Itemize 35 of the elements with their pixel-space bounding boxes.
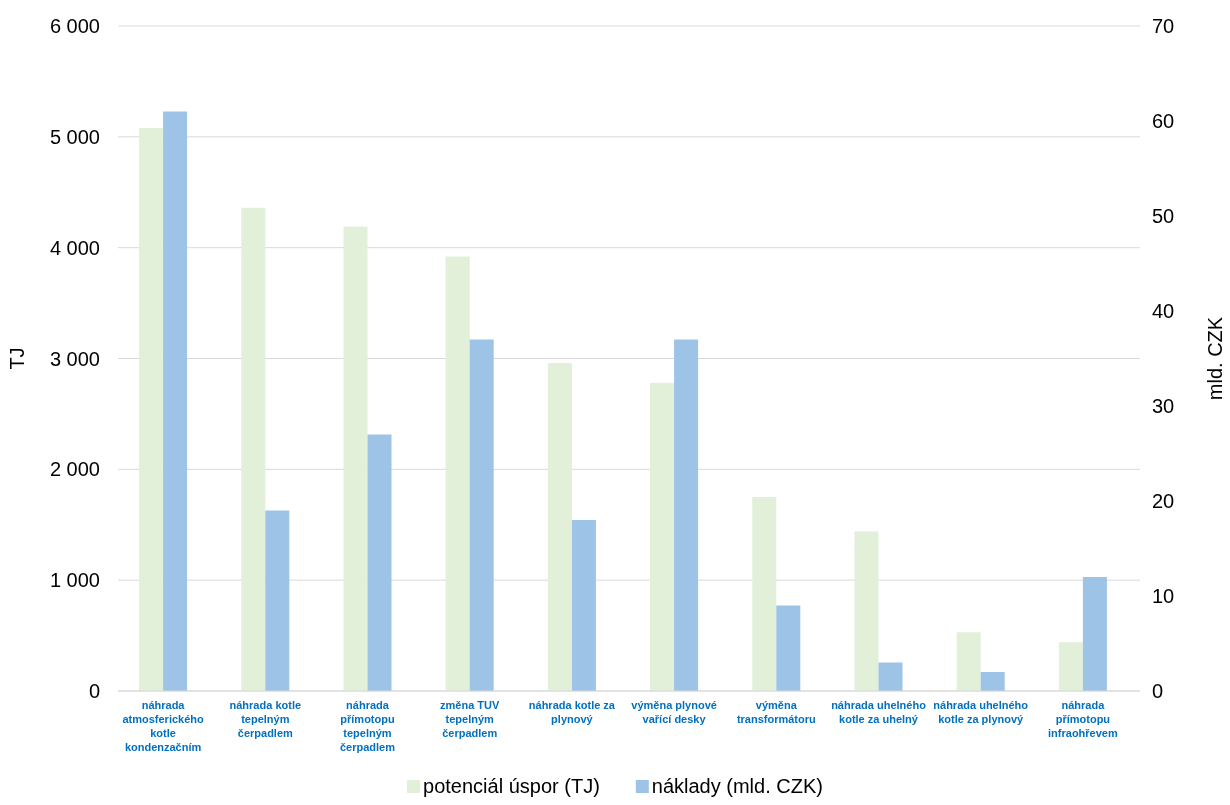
y2-tick-label: 10 — [1152, 585, 1175, 607]
y-tick-label: 5 000 — [49, 125, 100, 148]
y-tick-label: 2 000 — [49, 458, 100, 481]
y-tick-label: 4 000 — [49, 236, 100, 259]
y2-tick-label: 40 — [1152, 300, 1175, 322]
bar — [854, 531, 879, 691]
y-axis-title: TJ — [6, 347, 28, 370]
y2-tick-label: 70 — [1152, 15, 1175, 37]
bar — [956, 632, 981, 691]
y2-tick-label: 30 — [1152, 395, 1175, 417]
x-tick-label: náhrada kotle za plynový — [528, 699, 616, 725]
x-tick-label: výměna transformátoru — [736, 699, 816, 725]
y2-axis-title: mld. CZK — [1204, 316, 1226, 401]
x-tick-label: náhrada uhelného kotle za uhelný — [831, 699, 927, 725]
bar — [878, 662, 903, 691]
bar — [241, 207, 266, 691]
x-tick-label: náhrada atmosferického kotle kondenzačním — [122, 699, 205, 753]
x-tick-label: náhrada přímotopu tepelným čerpadlem — [339, 699, 396, 753]
y-tick-label: 1 000 — [49, 569, 100, 592]
x-tick-label: změna TUV tepelným čerpadlem — [440, 699, 501, 739]
bar — [752, 497, 777, 691]
y-tick-label: 3 000 — [49, 347, 100, 370]
y2-tick-label: 60 — [1152, 110, 1175, 132]
bar — [1082, 577, 1107, 691]
legend-label: potenciál úspor (TJ) — [423, 775, 600, 797]
x-tick-label: výměna plynové vařící desky — [631, 699, 717, 725]
y-tick-label: 0 — [88, 680, 100, 702]
x-tick-label: náhrada uhelného kotle za plynový — [933, 699, 1029, 725]
x-tick-label: náhrada přímotopu infraohřevem — [1048, 699, 1118, 739]
y2-tick-label: 0 — [1152, 680, 1164, 702]
y2-tick-label: 20 — [1152, 490, 1175, 512]
y2-tick-label: 50 — [1152, 205, 1175, 227]
y-tick-label: 6 000 — [49, 15, 100, 37]
x-tick-label: náhrada kotle tepelným čerpadlem — [229, 699, 302, 739]
legend-label: náklady (mld. CZK) — [651, 775, 823, 797]
